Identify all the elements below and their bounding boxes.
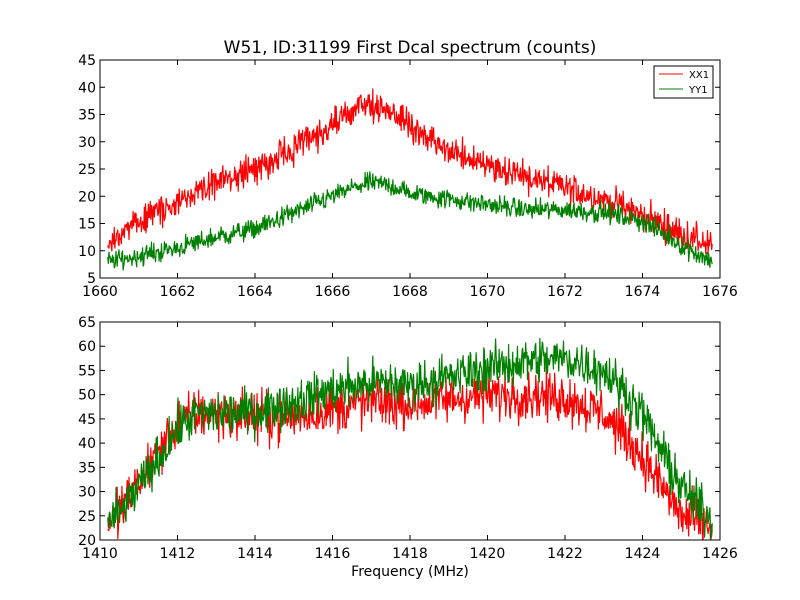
x-tick-label: 1660 xyxy=(82,284,118,300)
bottom-axis-ticks xyxy=(99,321,721,541)
y-tick-label: 65 xyxy=(78,315,96,331)
bottom-axis-tick-labels: 1410 1412 1414 1416 1418 1420 1422 1424 1426 20 25… xyxy=(78,315,738,562)
top-legend: XX1 YY1 xyxy=(653,65,714,99)
x-tick-label: 1410 xyxy=(82,546,118,562)
bottom-spectrum-panel: 1410 1412 1414 1416 1418 1420 1422 1424 1426 20 25… xyxy=(78,315,738,580)
y-tick-label: 30 xyxy=(78,485,96,501)
y-tick-label: 40 xyxy=(78,80,96,96)
x-tick-label: 1422 xyxy=(547,546,583,562)
top-spectrum-panel: W51, ID:31199 First Dcal spectrum (count… xyxy=(78,38,738,300)
top-axes-frame xyxy=(99,59,721,279)
x-tick-label: 1666 xyxy=(315,284,351,300)
y-tick-label: 25 xyxy=(78,162,96,178)
x-tick-label: 1424 xyxy=(625,546,661,562)
x-tick-label: 1418 xyxy=(392,546,428,562)
x-tick-label: 1674 xyxy=(625,284,661,300)
x-tick-label: 1672 xyxy=(547,284,583,300)
y-tick-label: 25 xyxy=(78,509,96,525)
x-tick-label: 1664 xyxy=(237,284,273,300)
series-line-green xyxy=(107,337,713,540)
y-tick-label: 35 xyxy=(78,460,96,476)
x-tick-label: 1420 xyxy=(470,546,506,562)
y-tick-label: 50 xyxy=(78,388,96,404)
y-tick-label: 5 xyxy=(87,271,96,287)
y-tick-label: 20 xyxy=(78,533,96,549)
legend-label-xx1: XX1 xyxy=(689,70,709,81)
y-tick-label: 30 xyxy=(78,135,96,151)
legend-label-yy1: YY1 xyxy=(688,85,708,96)
x-tick-label: 1412 xyxy=(160,546,196,562)
series-line-yy1 xyxy=(107,171,713,271)
y-tick-label: 40 xyxy=(78,436,96,452)
bottom-axes-frame xyxy=(99,321,721,541)
x-tick-label: 1668 xyxy=(392,284,428,300)
y-tick-label: 45 xyxy=(78,412,96,428)
y-tick-label: 45 xyxy=(78,53,96,69)
y-tick-label: 15 xyxy=(78,217,96,233)
x-tick-label: 1416 xyxy=(315,546,351,562)
x-tick-label: 1426 xyxy=(702,546,738,562)
x-tick-label: 1662 xyxy=(160,284,196,300)
y-tick-label: 10 xyxy=(78,244,96,260)
x-axis-label: Frequency (MHz) xyxy=(351,564,469,580)
y-tick-label: 20 xyxy=(78,189,96,205)
y-tick-label: 60 xyxy=(78,339,96,355)
legend-box xyxy=(653,65,714,99)
y-tick-label: 55 xyxy=(78,363,96,379)
x-tick-label: 1670 xyxy=(470,284,506,300)
bottom-series-group xyxy=(107,337,713,540)
top-series-group xyxy=(107,88,713,271)
top-axis-tick-labels: 1660 1662 1664 1666 1668 1670 1672 1674 1676 5 10 1… xyxy=(78,53,738,300)
x-tick-label: 1676 xyxy=(702,284,738,300)
chart-title: W51, ID:31199 First Dcal spectrum (count… xyxy=(224,38,597,58)
y-tick-label: 35 xyxy=(78,108,96,124)
x-tick-label: 1414 xyxy=(237,546,273,562)
